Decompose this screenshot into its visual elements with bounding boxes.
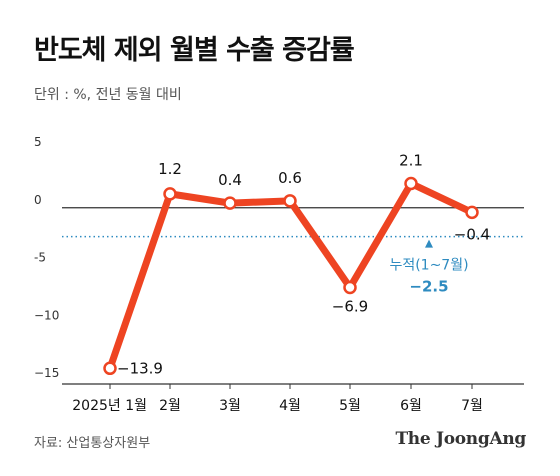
x-tick-label: 3월: [219, 398, 241, 414]
y-tick-label: 5: [34, 135, 42, 149]
data-point: [163, 187, 177, 201]
data-point: [465, 205, 479, 220]
x-tick-label: 7월: [461, 398, 483, 414]
x-tick-label: 5월: [339, 398, 361, 414]
data-point: [343, 280, 357, 295]
labels-group: −13.9 1.2 0.4 0.6 −6.9 2.1 −0.4: [117, 151, 490, 377]
y-tick-label: −10: [34, 308, 59, 322]
series-group: [103, 176, 479, 376]
y-tick-label: −15: [34, 366, 59, 380]
chart-subtitle: 단위 : %, 전년 동월 대비: [34, 87, 182, 103]
data-label: −0.4: [454, 225, 490, 243]
source-note: 자료: 산업통상자원부: [34, 436, 151, 451]
data-label: 2.1: [399, 151, 423, 169]
data-label: 0.4: [218, 171, 242, 189]
x-tick-label: 2025년 1월: [72, 398, 147, 414]
cumulative-value-label: −2.5: [409, 278, 448, 296]
y-tick-label: 0: [34, 193, 42, 207]
data-label: 1.2: [158, 160, 182, 178]
axes-group: 5 0 -5 −10 −15 2025년 1월 2월 3월 4월 5월 6월 7월: [34, 135, 524, 414]
data-point: [103, 361, 117, 376]
chart-title: 반도체 제외 월별 수출 증감률: [34, 35, 355, 66]
data-label: −6.9: [332, 297, 368, 315]
y-tick-label: -5: [34, 251, 46, 265]
reference-line-group: 누적(1~7월) −2.5: [62, 235, 524, 296]
data-point: [223, 196, 237, 210]
data-label: 0.6: [278, 169, 302, 187]
series-line: [106, 179, 476, 372]
x-tick-label: 2월: [159, 398, 181, 414]
x-tick-label: 4월: [279, 398, 301, 414]
data-label: −13.9: [117, 359, 163, 377]
cumulative-label: 누적(1~7월): [389, 258, 468, 274]
brand-logo: The JoongAng: [395, 429, 526, 449]
x-tick-label: 6월: [400, 398, 422, 414]
data-point: [283, 194, 297, 208]
data-point: [404, 176, 418, 191]
cumulative-pointer-icon: [425, 239, 433, 248]
